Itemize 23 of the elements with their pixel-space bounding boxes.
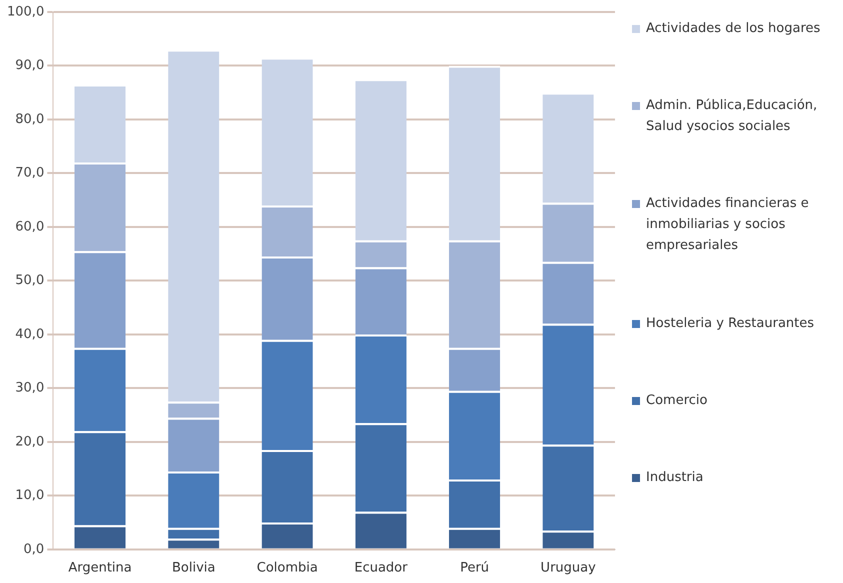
y-tick-label: 100,0 [7, 4, 44, 20]
x-tick-label: Ecuador [354, 560, 408, 576]
y-tick-label: 60,0 [15, 219, 44, 234]
y-tick-label: 40,0 [15, 326, 44, 342]
y-tick-label: 80,0 [15, 112, 44, 127]
legend-label: Comercio [646, 392, 708, 410]
x-tick-label: Uruguay [540, 560, 596, 576]
y-tick-label: 20,0 [15, 434, 44, 450]
x-tick-label: Bolivia [172, 560, 216, 576]
legend-label: Industria [646, 468, 704, 487]
legend-label: Actividades financieras e inmobiliarias y socios empresariales [646, 195, 810, 256]
y-tick-label: 70,0 [15, 166, 44, 181]
x-tick-label: Perú [460, 560, 490, 576]
x-tick-label: Colombia [256, 560, 318, 576]
y-tick-label: 50,0 [15, 273, 44, 288]
y-tick-label: 30,0 [15, 380, 44, 396]
legend-label: Actividades de los hogares [646, 20, 820, 38]
legend-label: Hosteleria y Restaurantes [646, 314, 814, 333]
y-tick-label: 0,0 [24, 542, 44, 557]
legend-label: Admin. Pública,Educación, Salud ysocios sociales [646, 97, 818, 136]
y-tick-label: 10,0 [15, 488, 44, 504]
y-tick-label: 90,0 [15, 58, 44, 74]
x-tick-label: Argentina [68, 560, 132, 576]
